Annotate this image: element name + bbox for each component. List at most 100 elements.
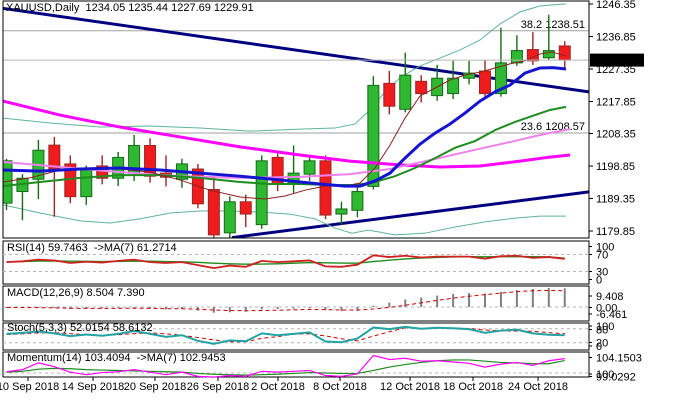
date-axis-label: 2 Oct 2018 <box>251 381 305 393</box>
bollinger-lower-line <box>3 204 566 236</box>
indicator-scale-label: 70 <box>596 250 608 262</box>
date-axis-label: 8 Oct 2018 <box>313 381 367 393</box>
macd-panel-border <box>2 285 590 322</box>
price-axis-label: 1217.85 <box>596 96 636 108</box>
candle <box>479 59 491 97</box>
momentum-panel <box>3 354 589 378</box>
fib-level-label: 23.6 1208.57 <box>521 121 585 133</box>
candle-body <box>255 160 268 226</box>
indicator-scale-label: 9.408 <box>596 291 624 303</box>
fib-level-label: 38.2 1238.51 <box>521 19 585 31</box>
candle-body <box>494 62 507 95</box>
indicator-scale-label: 0.00 <box>596 303 617 315</box>
indicator-scale-label: 20 <box>596 338 608 350</box>
candle-body <box>447 77 460 95</box>
indicator-scale-label: 0 <box>596 341 602 353</box>
candle <box>223 196 236 238</box>
indicator-scale-label: -6.461 <box>596 309 627 321</box>
candle-body <box>399 74 412 110</box>
candle-body <box>351 191 364 211</box>
indicator-scale-label: 30 <box>596 267 608 279</box>
candle-body <box>415 80 428 95</box>
date-axis-label: 10 Sep 2018 <box>0 381 59 393</box>
candle <box>16 174 29 221</box>
current-price-badge-label: 1229.91 <box>596 55 636 67</box>
indicator-scale-label: 104.1503 <box>596 353 642 365</box>
candle-body <box>303 160 316 175</box>
candle <box>335 201 348 225</box>
indicator-scale-label: 100 <box>596 369 614 381</box>
candle <box>383 71 396 115</box>
candle-body <box>367 84 380 187</box>
bollinger-upper-line <box>3 3 567 132</box>
stoch-k-line <box>6 325 565 345</box>
main-chart-layer: 38.2 1238.51 23.6 1208.57 <box>3 3 589 238</box>
rsi-panel <box>3 254 589 272</box>
price-axis-label: 1189.35 <box>596 194 635 206</box>
price-axis-label: 1236.85 <box>596 31 636 43</box>
candle <box>415 75 428 103</box>
date-axis-label: 26 Sep 2018 <box>187 381 249 393</box>
candle <box>239 194 252 228</box>
momentum-main-line <box>6 354 565 378</box>
date-axis-label: 20 Sep 2018 <box>124 381 186 393</box>
candle-body <box>558 45 571 61</box>
candle-body <box>542 50 555 59</box>
candle-body <box>207 188 220 236</box>
date-axis-label: 24 Oct 2018 <box>508 381 568 393</box>
candle <box>80 165 93 205</box>
price-axis-label: 1198.85 <box>596 161 635 173</box>
indicator-scale-label: 100 <box>596 321 614 333</box>
date-axis-label: 18 Oct 2018 <box>443 381 503 393</box>
indicator-scale-label: 0 <box>596 275 602 287</box>
momentum-ma-line <box>6 359 565 376</box>
current-price-badge <box>590 53 644 67</box>
candle-body <box>335 208 348 215</box>
candle-body <box>319 160 332 216</box>
momentum-panel-border <box>2 351 590 378</box>
stoch-panel <box>3 325 589 345</box>
candle-body <box>383 82 396 107</box>
rsi-main-line <box>6 254 565 270</box>
ma-magenta-line <box>3 99 571 169</box>
indicator-scale-label: 99.0292 <box>596 372 636 384</box>
support-trendline[interactable] <box>231 190 589 238</box>
candle-body <box>80 168 93 198</box>
macd-panel <box>3 288 589 313</box>
candle <box>319 155 332 220</box>
candle <box>3 158 13 210</box>
rsi-panel-border <box>2 240 590 285</box>
candle-body <box>510 50 523 64</box>
price-axis-label: 1179.85 <box>596 226 635 238</box>
candle <box>494 27 507 97</box>
macd-signal-line <box>6 289 565 312</box>
stoch-panel-border <box>2 322 590 351</box>
ma-pink-line <box>3 128 571 179</box>
indicator-scale-label: 80 <box>596 325 608 337</box>
candle-body <box>223 201 236 234</box>
candle <box>48 136 61 217</box>
main-panel-border <box>2 0 590 239</box>
candle-body <box>3 160 13 204</box>
candle <box>207 176 220 238</box>
price-axis-label: 1227.35 <box>596 64 636 76</box>
date-axis-label: 14 Sep 2018 <box>62 381 124 393</box>
ma-darkred-line <box>3 51 567 200</box>
candle-body <box>239 201 252 215</box>
candle <box>351 186 364 218</box>
candle-body <box>144 144 157 177</box>
candle-body <box>96 165 109 179</box>
candle <box>447 60 460 100</box>
price-axis-label: 1246.35 <box>596 0 636 11</box>
indicator-scale-label: 100 <box>596 242 614 254</box>
candle <box>271 153 284 192</box>
candle <box>255 155 268 229</box>
ma-blue-line <box>3 66 567 188</box>
candle <box>463 60 476 85</box>
date-axis-label: 12 Oct 2018 <box>380 381 440 393</box>
candle-body <box>479 70 491 95</box>
candle <box>399 52 412 113</box>
price-axis-label: 1208.35 <box>596 129 636 141</box>
